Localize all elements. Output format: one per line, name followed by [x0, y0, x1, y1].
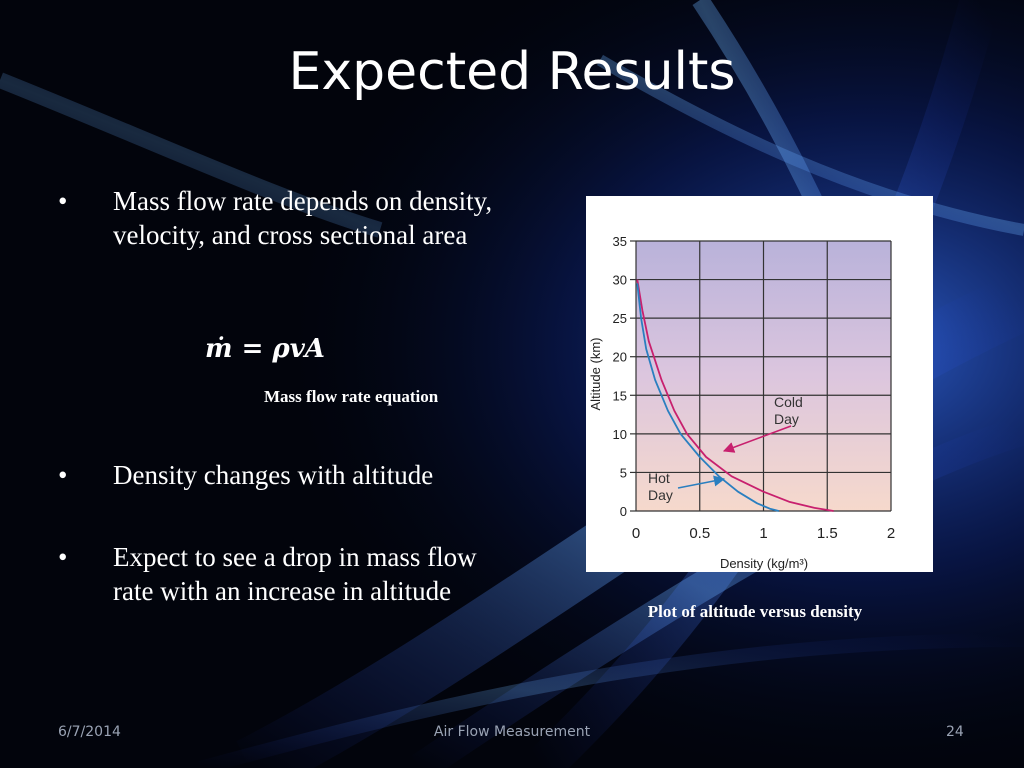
x-axis-label: Density (kg/m³): [720, 556, 808, 571]
annotation-arrow: [677, 475, 726, 489]
bullet-text: Density changes with altitude: [113, 460, 434, 490]
equation-caption: Mass flow rate equation: [264, 387, 439, 406]
bullet-symbol: •: [58, 460, 68, 490]
x-tick-label: 0: [632, 525, 640, 542]
series-annotation-label: Cold: [774, 394, 803, 410]
bullet-text: Mass flow rate depends on density, veloc…: [113, 186, 493, 250]
y-tick-label: 20: [613, 350, 627, 365]
chart-panel: 0 0.5 1 1.5 2 0 5 10 15 20 25 30 35 Cold Day Hot Day Al…: [586, 196, 933, 572]
footer-title: Air Flow Measurement: [433, 724, 591, 740]
x-tick-label: 2: [887, 525, 895, 542]
x-tick-label: 1: [759, 525, 767, 542]
y-tick-label: 0: [620, 504, 627, 519]
chart-caption: Plot of altitude versus density: [647, 602, 863, 621]
y-tick-label: 25: [613, 311, 627, 326]
annotation-arrow: [722, 425, 792, 453]
y-tick-label: 5: [620, 465, 627, 480]
slide-title: Expected Results: [288, 42, 736, 102]
bullet-symbol: •: [58, 186, 68, 216]
series-line-cold-day: [636, 279, 834, 512]
series-line-hot-day: [636, 283, 780, 512]
y-tick-label: 10: [613, 427, 627, 442]
y-tick-label: 15: [613, 388, 627, 403]
grid-lines: [630, 240, 892, 512]
x-tick-label: 1.5: [817, 525, 838, 542]
footer-date: 6/7/2014: [58, 724, 121, 740]
series-lines: [636, 279, 834, 512]
y-tick-label: 35: [613, 234, 627, 249]
series-annotation-label: Day: [648, 487, 673, 503]
y-tick-label: 30: [613, 273, 627, 288]
series-annotation-label: Day: [774, 411, 799, 427]
y-axis-label: Altitude (km): [588, 338, 603, 411]
bullet-text: Expect to see a drop in mass flow rate w…: [113, 542, 477, 606]
mass-flow-equation: ṁ = ρvA: [205, 334, 325, 364]
series-annotation-label: Hot: [648, 470, 670, 486]
footer-page-number: 24: [946, 724, 964, 740]
x-tick-label: 0.5: [689, 525, 710, 542]
bullet-symbol: •: [58, 542, 68, 572]
